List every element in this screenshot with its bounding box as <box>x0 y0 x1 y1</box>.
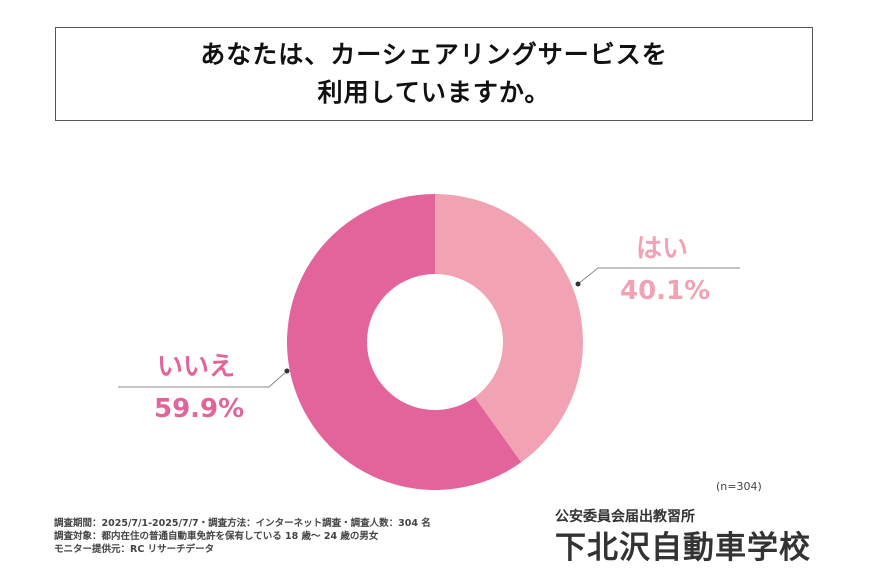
leader-line-no <box>118 370 288 388</box>
footnote: 調査期間：2025/7/1-2025/7/7・調査方法：インターネット調査・調査… <box>54 517 431 556</box>
leader-line-yes <box>577 267 740 285</box>
title-box: あなたは、カーシェアリングサービスを 利用していますか。 <box>55 27 813 121</box>
value-label-no: 59.9% <box>154 394 245 424</box>
slice-no <box>287 194 522 490</box>
footnote-line-2: 調査対象：都内在住の普通自動車免許を保有している 18 歳～ 24 歳の男女 <box>54 531 379 542</box>
footnote-line-1: 調査期間：2025/7/1-2025/7/7・調査方法：インターネット調査・調査… <box>54 518 431 529</box>
leader-dot-no <box>284 368 290 374</box>
leader-dot-yes <box>575 281 581 287</box>
footnote-line-3: モニター提供元：RC リサーチデータ <box>54 544 215 555</box>
logo-name: 下北沢自動車学校 <box>555 530 811 566</box>
logo-subtitle: 公安委員会届出教習所 <box>555 509 695 525</box>
sample-size: (n=304) <box>716 480 762 493</box>
category-label-no: いいえ <box>157 352 236 382</box>
category-label-yes: はい <box>636 234 689 264</box>
title-line-1: あなたは、カーシェアリングサービスを <box>200 40 668 69</box>
slice-yes <box>435 194 584 463</box>
value-label-yes: 40.1% <box>620 276 711 306</box>
title-line-2: 利用していますか。 <box>317 78 551 107</box>
